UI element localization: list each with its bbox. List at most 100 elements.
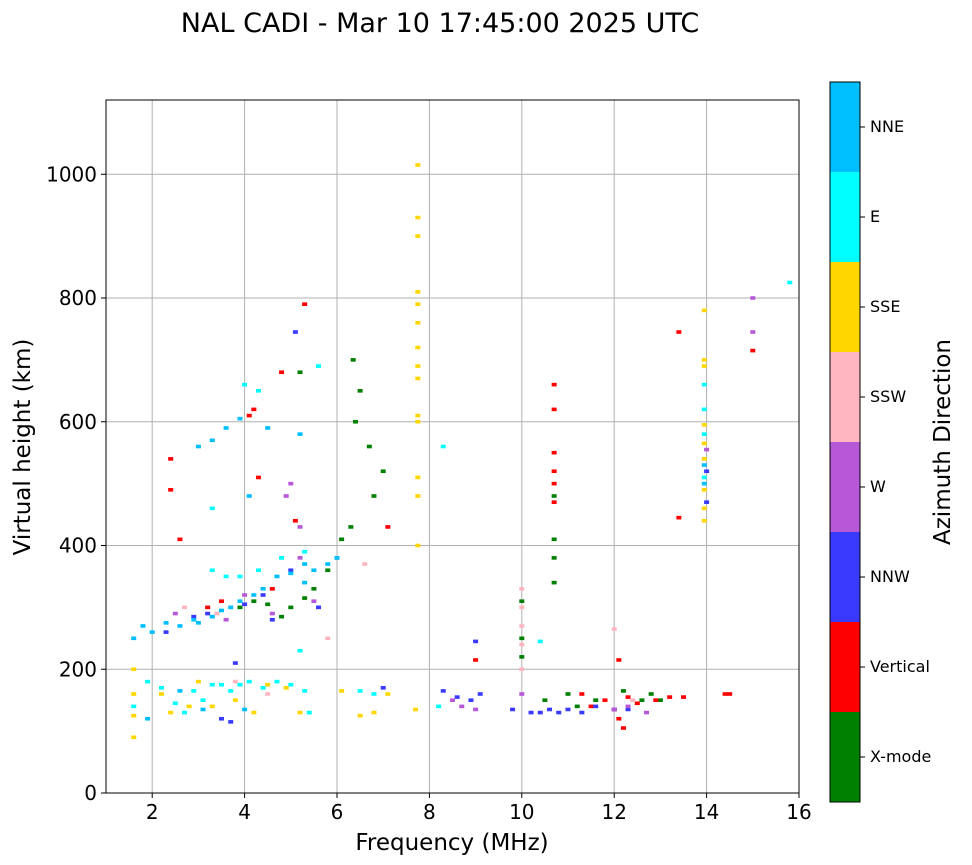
data-point-x-mode [648, 692, 654, 696]
x-tick-label: 6 [331, 800, 344, 824]
data-point-e [209, 568, 215, 573]
data-point-nnw [191, 614, 197, 619]
data-point-x-mode [251, 599, 257, 603]
data-point-nne [701, 481, 707, 486]
plot-background [106, 100, 799, 793]
colorbar-tick-label: E [870, 207, 880, 226]
data-point-vertical [602, 698, 608, 702]
data-point-nne [200, 707, 206, 712]
data-point-x-mode [593, 698, 599, 702]
data-point-w [473, 707, 479, 712]
data-point-ssw [611, 627, 617, 631]
data-point-sse [283, 686, 289, 690]
data-point-nne [145, 716, 151, 721]
data-point-w [172, 611, 178, 616]
data-point-e [228, 689, 234, 693]
data-point-vertical [551, 481, 557, 486]
data-point-vertical [551, 450, 557, 455]
data-point-sse [232, 698, 238, 702]
y-tick-label: 0 [84, 781, 97, 805]
x-tick-label: 10 [509, 800, 534, 824]
data-point-x-mode [551, 580, 557, 585]
data-point-vertical [269, 587, 275, 591]
data-point-w [269, 611, 275, 616]
data-point-vertical [551, 500, 557, 504]
data-point-x-mode [574, 704, 580, 709]
colorbar-tick-label: SSE [870, 297, 900, 316]
data-point-nne [701, 463, 707, 467]
data-point-x-mode [657, 698, 663, 702]
data-points [131, 163, 793, 740]
data-point-nnw [269, 617, 275, 622]
data-point-e [537, 639, 543, 644]
data-point-nne [237, 599, 243, 603]
data-point-vertical [588, 704, 594, 709]
data-point-nne [140, 624, 146, 628]
data-point-nnw [205, 611, 211, 616]
data-point-x-mode [366, 444, 372, 449]
data-point-ssw [214, 611, 220, 616]
data-point-vertical [722, 692, 728, 696]
data-point-e [701, 382, 707, 387]
data-point-e [219, 682, 224, 687]
data-point-ssw [519, 667, 525, 672]
data-point-e [701, 475, 707, 480]
data-point-sse [415, 419, 421, 424]
colorbar-tick-label: Vertical [870, 657, 930, 676]
data-point-sse [701, 457, 707, 461]
data-point-sse [415, 364, 421, 368]
data-point-w [311, 599, 317, 603]
data-point-x-mode [339, 537, 345, 542]
data-point-e [255, 568, 261, 573]
data-point-x-mode [237, 605, 243, 610]
data-point-vertical [177, 537, 183, 542]
data-point-nnw [510, 707, 516, 712]
data-point-sse [415, 320, 421, 325]
data-point-nne [265, 426, 271, 430]
data-point-nnw [232, 661, 238, 665]
chart-title: NAL CADI - Mar 10 17:45:00 2025 UTC [181, 8, 699, 39]
data-point-nnw [219, 716, 224, 721]
data-point-e [255, 389, 261, 393]
data-point-e [131, 704, 137, 709]
data-point-nnw [625, 707, 631, 712]
data-point-e [371, 692, 377, 696]
data-point-sse [701, 506, 707, 511]
data-point-sse [131, 667, 137, 672]
data-point-w [283, 494, 289, 498]
data-point-vertical [667, 695, 673, 699]
data-point-sse [701, 488, 707, 492]
data-point-vertical [676, 330, 682, 334]
data-point-sse [415, 215, 421, 220]
data-point-nnw [288, 568, 294, 573]
data-point-nne [191, 617, 197, 622]
y-tick-label: 200 [59, 657, 97, 681]
data-point-ssw [519, 624, 525, 628]
data-point-nne [219, 608, 224, 613]
data-point-vertical [616, 716, 622, 721]
data-point-sse [701, 358, 707, 362]
data-point-e [246, 679, 252, 684]
data-point-w [611, 707, 617, 712]
data-point-nnw [242, 602, 248, 607]
data-point-x-mode [519, 655, 525, 659]
data-point-x-mode [348, 525, 354, 529]
plot-area [105, 99, 800, 794]
colorbar-segment [830, 352, 860, 442]
colorbar-tick-label: W [870, 477, 886, 496]
data-point-vertical [634, 701, 640, 706]
colorbar-segment [830, 622, 860, 712]
data-point-e [701, 432, 707, 436]
data-point-sse [415, 543, 421, 548]
data-point-sse [357, 713, 363, 718]
data-point-nne [163, 621, 169, 625]
data-point-e [209, 682, 215, 687]
data-point-ssw [519, 642, 525, 647]
data-point-x-mode [350, 358, 356, 362]
data-point-ssw [362, 562, 368, 566]
data-point-x-mode [288, 605, 294, 610]
data-point-nnw [579, 710, 585, 715]
data-point-e [297, 648, 303, 653]
data-point-nne [195, 444, 201, 449]
data-point-sse [131, 713, 137, 718]
